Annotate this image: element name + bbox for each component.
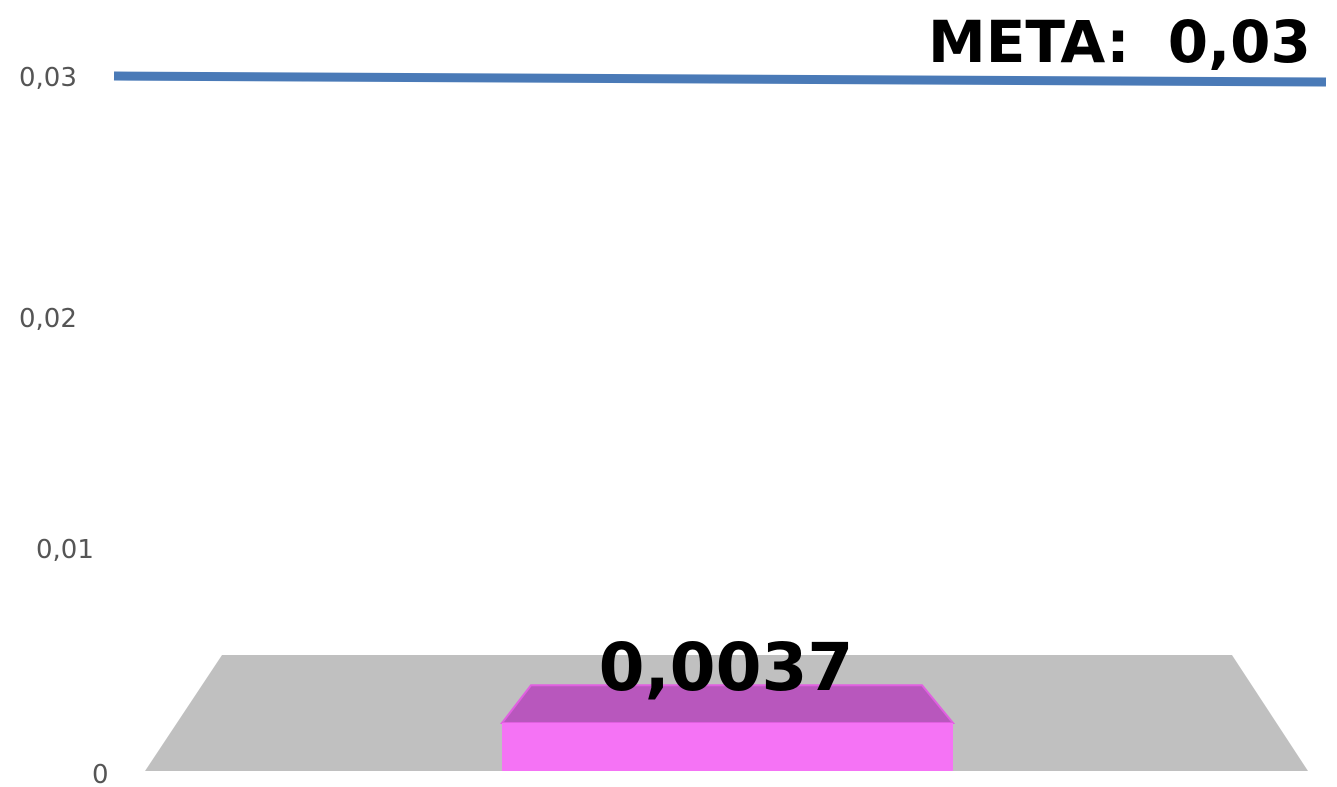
target-line	[113, 71, 1327, 87]
target-label: META: 0,03	[928, 8, 1311, 76]
y-tick-label: 0,02	[19, 304, 77, 334]
y-axis-ticks: 0 0,01 0,02 0,03	[19, 63, 109, 787]
y-tick-label: 0,03	[19, 63, 77, 93]
bar-data-label: 0,0037	[599, 629, 854, 706]
target-label-prefix: META:	[928, 8, 1130, 76]
y-tick-label: 0,01	[36, 535, 94, 565]
y-tick-label: 0	[92, 760, 109, 787]
target-label-value: 0,03	[1168, 8, 1311, 76]
bar-front-face	[502, 723, 953, 771]
